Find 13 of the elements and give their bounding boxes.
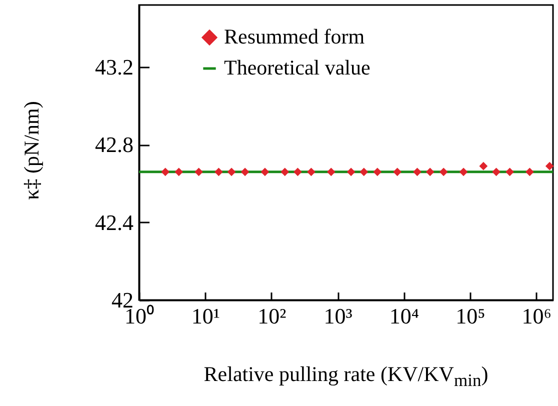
y-tick-label: 42.8	[95, 132, 134, 158]
y-axis-title: κ‡ (pN/nm)	[20, 100, 44, 202]
legend-label: Resummed form	[224, 24, 365, 48]
y-tick-label: 43.2	[95, 54, 134, 80]
x-tick-label: 10¹	[191, 304, 220, 328]
legend-label: Theoretical value	[224, 56, 370, 80]
x-tick-label: 10⁵	[456, 304, 486, 328]
x-tick-label: 10³	[324, 304, 353, 328]
x-tick-label: 10⁶	[522, 304, 552, 328]
x-tick-label: 10⁴	[389, 304, 420, 328]
y-tick-label: 42.4	[95, 210, 134, 235]
x-axis-title: Relative pulling rate (KV/KV$_{min}$)	[202, 362, 490, 392]
x-tick-label: 10²	[258, 304, 287, 328]
